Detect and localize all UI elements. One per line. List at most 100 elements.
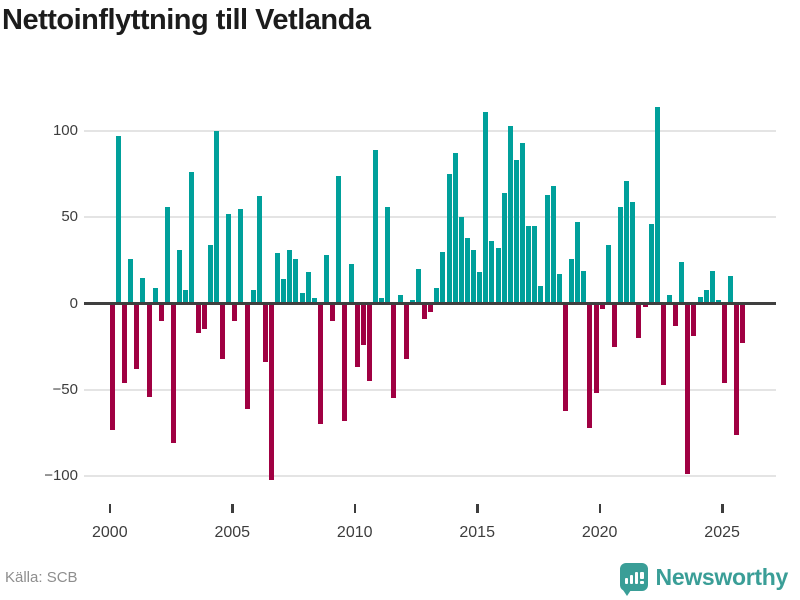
bar [660,303,666,385]
bar [226,213,232,304]
gridline [84,129,776,132]
bar [305,272,311,304]
bar [152,287,158,304]
bar [336,175,342,304]
x-axis-tick [598,504,602,513]
bar [379,298,385,304]
gridline [84,475,776,478]
bar [293,258,299,304]
bar [428,303,434,313]
bar [544,194,550,304]
bar [666,294,672,304]
bar [287,249,293,304]
bar [740,303,746,344]
brand-name: Newsworthy [655,563,789,590]
brand-lockup: Newsworthy [619,563,789,596]
bar [220,303,225,359]
x-axis-tick-label: 2025 [704,524,740,541]
bar [330,303,336,321]
bar [734,303,740,435]
bar [256,196,262,304]
x-axis-tick [231,504,234,513]
bar [722,303,728,383]
bar [501,192,507,304]
bar [342,303,348,421]
bar [434,287,440,304]
bar [415,268,421,304]
bar [581,270,587,304]
bar [446,173,452,304]
bar [244,303,250,409]
bar [587,303,593,428]
bar [158,303,164,321]
bar [348,263,354,304]
y-axis-tick-label: 0 [69,294,78,312]
bar [360,303,366,345]
bar [207,244,213,304]
bar [477,272,483,304]
bar [495,248,501,304]
x-axis-tick-label: 2000 [92,524,128,541]
bar [550,186,556,304]
bar [728,275,734,304]
bar [281,279,287,304]
bar [391,303,397,399]
bar [385,206,391,304]
bar [128,258,134,304]
bar [177,249,183,304]
bar [575,222,581,304]
bar [268,303,274,480]
gridline [84,388,776,391]
x-axis-tick-label: 2010 [336,524,373,541]
newsworthy-logo-icon [619,563,648,596]
bar [605,244,611,304]
bar [122,303,128,383]
x-axis-tick [353,504,357,513]
x-axis-tick-label: 2015 [459,524,495,541]
bar [373,149,379,304]
bar [397,294,403,304]
bar [599,303,605,309]
bar [366,303,372,382]
bar [458,217,464,304]
x-axis-tick [721,504,724,513]
bar [685,303,691,475]
bar [520,142,526,304]
y-axis-tick-label: 50 [61,208,78,226]
bar [697,296,703,304]
bar [569,258,575,304]
bar [636,303,642,339]
bar [250,289,256,304]
bar [618,206,623,304]
bar [464,237,470,304]
bar [593,303,599,394]
bar [299,293,305,304]
bar [311,298,317,304]
bar [691,303,697,337]
x-axis-tick-label: 2005 [214,524,251,541]
bar [452,153,458,304]
bar [715,300,721,304]
bar [164,206,170,304]
bar [648,224,654,304]
bar [507,125,513,304]
bar [195,303,201,333]
bar [611,303,617,347]
bar [624,180,630,304]
y-axis-tick-label: −100 [44,467,78,485]
bar [630,201,636,304]
bar [471,249,477,304]
bar [354,303,360,368]
chart-title: Nettoinflyttning till Vetlanda [2,4,371,36]
bar [526,225,532,304]
bar [109,303,115,430]
bar [673,303,679,326]
bar [115,135,121,304]
bar [556,274,562,304]
bar [403,303,409,359]
bar [213,130,219,304]
bar [324,255,330,304]
bar [317,303,323,425]
